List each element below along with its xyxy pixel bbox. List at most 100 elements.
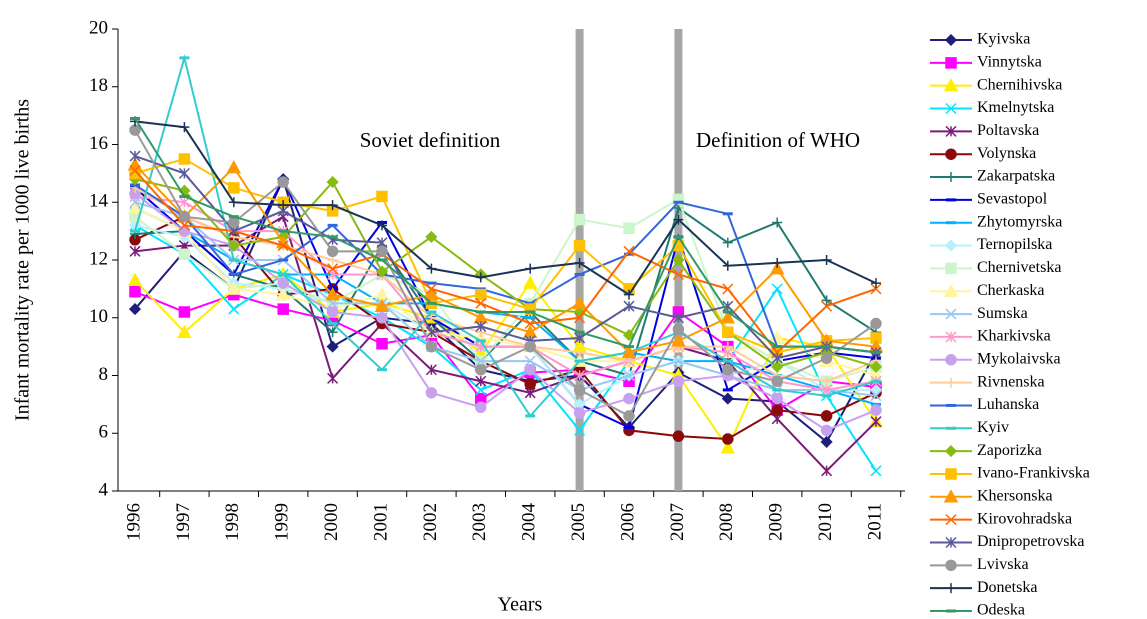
legend-label: Odeska xyxy=(977,602,1025,619)
marker xyxy=(671,333,686,347)
marker xyxy=(178,225,191,237)
marker xyxy=(821,376,832,387)
marker xyxy=(623,369,635,382)
x-tick-label: 2011 xyxy=(864,503,885,540)
x-tick-label: 2007 xyxy=(667,503,688,541)
y-tick-label: 10 xyxy=(89,306,108,327)
series-line xyxy=(134,120,877,297)
legend-marker xyxy=(945,354,957,366)
marker xyxy=(178,306,191,318)
y-tick-label: 18 xyxy=(89,75,108,96)
marker xyxy=(821,255,832,265)
legend-marker xyxy=(945,536,957,549)
marker xyxy=(178,210,191,223)
marker xyxy=(129,286,141,298)
legend-marker xyxy=(946,583,956,594)
series-line xyxy=(134,195,877,391)
marker xyxy=(475,375,487,387)
marker xyxy=(622,329,636,342)
marker xyxy=(821,300,833,312)
y-tick-label: 12 xyxy=(89,248,108,269)
marker xyxy=(722,300,734,312)
marker xyxy=(821,295,832,306)
marker xyxy=(177,324,192,338)
legend-marker xyxy=(944,33,958,47)
marker xyxy=(275,287,291,301)
marker xyxy=(771,352,783,364)
series-line xyxy=(134,155,877,360)
marker xyxy=(624,289,634,300)
marker xyxy=(475,288,487,301)
marker xyxy=(771,375,783,388)
marker xyxy=(277,240,289,252)
x-tick-label: 2004 xyxy=(519,503,540,542)
marker xyxy=(278,200,289,211)
marker xyxy=(870,404,882,416)
annotation: Soviet definition xyxy=(360,128,501,152)
legend-label: Kharkivska xyxy=(977,328,1051,345)
x-tick-label: 1998 xyxy=(222,503,243,541)
marker xyxy=(771,404,783,416)
marker xyxy=(821,465,833,477)
marker xyxy=(326,340,339,353)
legend-marker xyxy=(945,102,957,115)
marker xyxy=(277,277,289,289)
legend-label: Zhytomyrska xyxy=(977,213,1062,230)
marker xyxy=(475,384,487,396)
marker xyxy=(475,355,487,367)
marker xyxy=(325,287,340,301)
legend-label: Donetska xyxy=(977,579,1037,596)
marker xyxy=(475,401,487,414)
legend-label: Kirovohradska xyxy=(977,510,1072,527)
marker xyxy=(722,363,734,376)
marker xyxy=(425,230,438,243)
marker xyxy=(228,216,240,229)
marker xyxy=(573,213,586,226)
marker xyxy=(870,390,882,402)
y-tick-label: 16 xyxy=(89,133,108,154)
y-tick-label: 14 xyxy=(89,191,109,212)
marker xyxy=(425,387,438,399)
marker xyxy=(376,190,388,203)
marker xyxy=(475,272,486,283)
marker xyxy=(327,200,338,211)
marker xyxy=(621,344,637,359)
series-line xyxy=(134,207,877,377)
annotation: Definition of WHO xyxy=(696,128,860,152)
marker xyxy=(870,283,882,295)
marker xyxy=(425,283,437,295)
legend-marker xyxy=(945,57,957,69)
marker xyxy=(721,392,734,405)
y-tick-label: 4 xyxy=(99,479,109,500)
marker xyxy=(672,355,684,367)
legend-label: Ivano-Frankivska xyxy=(977,465,1090,482)
marker xyxy=(227,239,240,252)
legend-marker xyxy=(945,559,957,572)
marker xyxy=(178,248,191,260)
marker xyxy=(573,239,586,252)
marker xyxy=(572,295,587,310)
marker xyxy=(277,303,289,315)
series-line xyxy=(134,197,877,383)
marker xyxy=(127,272,143,286)
legend-label: Khersonska xyxy=(977,487,1053,504)
marker xyxy=(672,312,684,324)
marker xyxy=(722,433,734,445)
marker xyxy=(524,378,536,390)
legend-marker xyxy=(944,239,958,252)
series-line xyxy=(134,206,877,377)
marker xyxy=(327,263,339,275)
series-line xyxy=(134,176,877,444)
marker xyxy=(327,372,339,384)
marker xyxy=(722,260,733,271)
marker xyxy=(178,153,191,165)
x-tick-label: 1997 xyxy=(173,503,194,541)
legend-marker xyxy=(943,489,959,503)
marker xyxy=(376,245,388,258)
x-tick-label: 1996 xyxy=(123,503,144,541)
marker xyxy=(672,253,685,267)
legend-label: Lvivska xyxy=(977,556,1029,573)
marker xyxy=(672,323,685,336)
x-tick-label: 1999 xyxy=(272,503,293,541)
